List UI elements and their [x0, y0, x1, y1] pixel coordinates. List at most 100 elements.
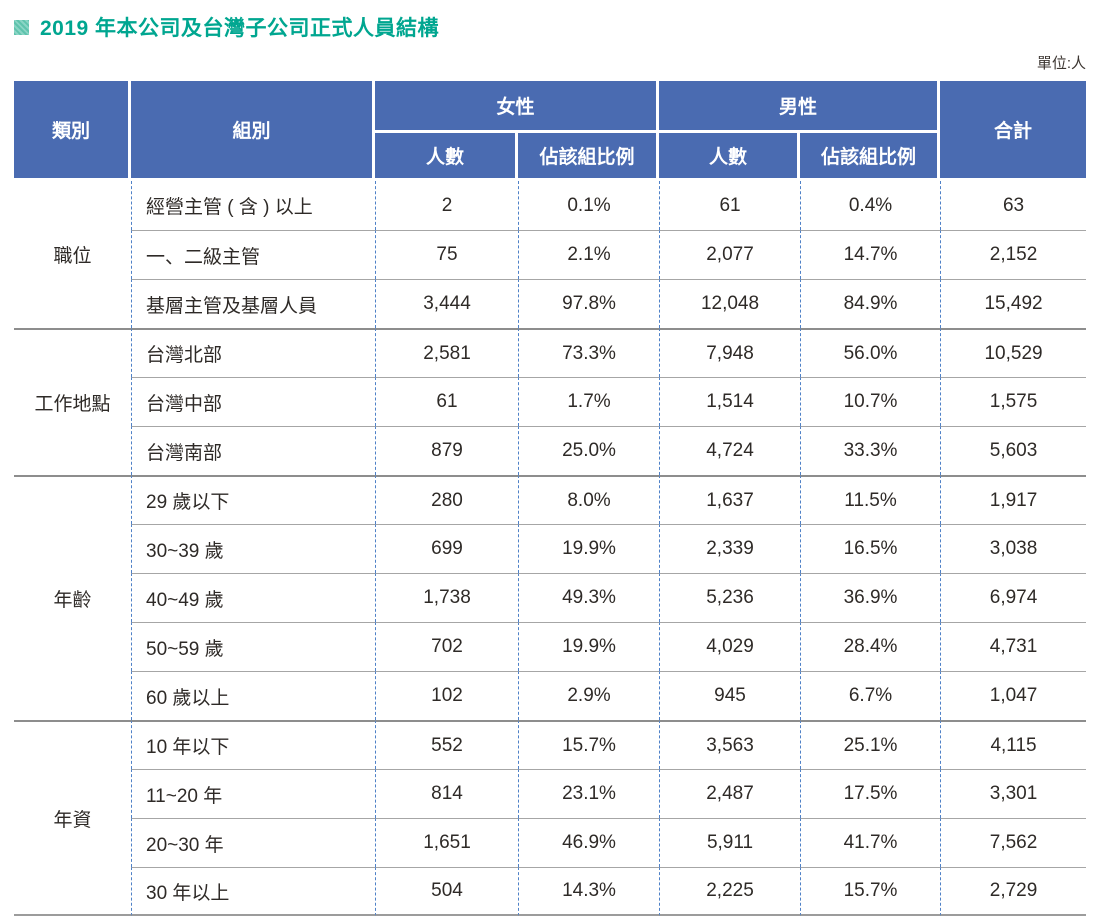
male-count-cell: 3,563	[659, 720, 801, 769]
male-count-cell: 1,637	[659, 475, 801, 524]
female-ratio-cell: 1.7%	[518, 377, 660, 426]
total-cell: 3,038	[940, 524, 1087, 573]
table-row: 台灣中部 61 1.7% 1,514 10.7% 1,575	[14, 377, 1087, 426]
category-cell: 年資	[14, 720, 131, 916]
total-cell: 63	[940, 181, 1087, 230]
male-ratio-cell: 14.7%	[800, 230, 941, 279]
male-count-cell: 4,029	[659, 622, 801, 671]
header-female-count: 人數	[375, 133, 518, 181]
male-count-cell: 5,236	[659, 573, 801, 622]
male-count-cell: 61	[659, 181, 801, 230]
row-label: 40~49 歲	[131, 573, 375, 622]
header-total: 合計	[940, 81, 1087, 181]
male-ratio-cell: 25.1%	[800, 720, 941, 769]
row-label: 20~30 年	[131, 818, 375, 867]
row-label: 29 歲以下	[131, 475, 375, 524]
female-ratio-cell: 19.9%	[518, 622, 660, 671]
male-ratio-cell: 10.7%	[800, 377, 941, 426]
female-count-cell: 2	[375, 181, 518, 230]
male-count-cell: 2,339	[659, 524, 801, 573]
total-cell: 1,047	[940, 671, 1087, 720]
male-ratio-cell: 6.7%	[800, 671, 941, 720]
total-cell: 2,152	[940, 230, 1087, 279]
female-ratio-cell: 25.0%	[518, 426, 660, 475]
male-count-cell: 2,487	[659, 769, 801, 818]
female-count-cell: 102	[375, 671, 518, 720]
female-count-cell: 280	[375, 475, 518, 524]
unit-label: 單位:人	[1036, 55, 1086, 72]
female-count-cell: 1,651	[375, 818, 518, 867]
male-count-cell: 4,724	[659, 426, 801, 475]
table-row: 30 年以上 504 14.3% 2,225 15.7% 2,729	[14, 867, 1087, 916]
male-count-cell: 2,225	[659, 867, 801, 916]
male-count-cell: 7,948	[659, 328, 801, 377]
male-ratio-cell: 84.9%	[800, 279, 941, 328]
header-female: 女性	[375, 81, 660, 133]
female-count-cell: 879	[375, 426, 518, 475]
header-group: 組別	[131, 81, 375, 181]
table-row: 30~39 歲 699 19.9% 2,339 16.5% 3,038	[14, 524, 1087, 573]
total-cell: 5,603	[940, 426, 1087, 475]
page-title: 2019 年本公司及台灣子公司正式人員結構	[40, 17, 440, 40]
row-label: 經營主管 ( 含 ) 以上	[131, 181, 375, 230]
header-male-count: 人數	[659, 133, 801, 181]
male-ratio-cell: 56.0%	[800, 328, 941, 377]
row-label: 台灣南部	[131, 426, 375, 475]
male-ratio-cell: 0.4%	[800, 181, 941, 230]
male-ratio-cell: 11.5%	[800, 475, 941, 524]
table-row: 一、二級主管 75 2.1% 2,077 14.7% 2,152	[14, 230, 1087, 279]
male-ratio-cell: 17.5%	[800, 769, 941, 818]
row-label: 50~59 歲	[131, 622, 375, 671]
row-label: 一、二級主管	[131, 230, 375, 279]
female-ratio-cell: 0.1%	[518, 181, 660, 230]
header-female-ratio: 佔該組比例	[518, 133, 660, 181]
category-cell: 年齡	[14, 475, 131, 720]
female-count-cell: 504	[375, 867, 518, 916]
header-male-ratio: 佔該組比例	[800, 133, 941, 181]
female-count-cell: 1,738	[375, 573, 518, 622]
male-count-cell: 12,048	[659, 279, 801, 328]
female-count-cell: 3,444	[375, 279, 518, 328]
table-row: 台灣南部 879 25.0% 4,724 33.3% 5,603	[14, 426, 1087, 475]
total-cell: 15,492	[940, 279, 1087, 328]
total-cell: 7,562	[940, 818, 1087, 867]
female-count-cell: 61	[375, 377, 518, 426]
table-body: 職位 經營主管 ( 含 ) 以上 2 0.1% 61 0.4% 63 一、二級主管 75 2.1%…	[14, 181, 1087, 916]
female-ratio-cell: 2.1%	[518, 230, 660, 279]
female-ratio-cell: 2.9%	[518, 671, 660, 720]
table-row: 年齡 29 歲以下 280 8.0% 1,637 11.5% 1,917	[14, 475, 1087, 720]
total-cell: 6,974	[940, 573, 1087, 622]
table-row: 基層主管及基層人員 3,444 97.8% 12,048 84.9% 15,492	[14, 279, 1087, 328]
male-ratio-cell: 15.7%	[800, 867, 941, 916]
table-row: 50~59 歲 702 19.9% 4,029 28.4% 4,731	[14, 622, 1087, 671]
male-ratio-cell: 28.4%	[800, 622, 941, 671]
table-header: 類別 組別 女性 男性 合計 人數 佔該組比例 人數 佔該組比例	[14, 81, 1087, 181]
row-label: 台灣中部	[131, 377, 375, 426]
female-ratio-cell: 8.0%	[518, 475, 660, 524]
female-count-cell: 2,581	[375, 328, 518, 377]
male-count-cell: 5,911	[659, 818, 801, 867]
header-category: 類別	[14, 81, 131, 181]
row-label: 30 年以上	[131, 867, 375, 916]
total-cell: 3,301	[940, 769, 1087, 818]
male-count-cell: 945	[659, 671, 801, 720]
total-cell: 1,917	[940, 475, 1087, 524]
female-count-cell: 552	[375, 720, 518, 769]
female-ratio-cell: 73.3%	[518, 328, 660, 377]
male-count-cell: 1,514	[659, 377, 801, 426]
female-ratio-cell: 23.1%	[518, 769, 660, 818]
total-cell: 4,115	[940, 720, 1087, 769]
female-count-cell: 75	[375, 230, 518, 279]
table-row: 60 歲以上 102 2.9% 945 6.7% 1,047	[14, 671, 1087, 720]
table-row: 11~20 年 814 23.1% 2,487 17.5% 3,301	[14, 769, 1087, 818]
male-ratio-cell: 16.5%	[800, 524, 941, 573]
row-label: 30~39 歲	[131, 524, 375, 573]
female-ratio-cell: 14.3%	[518, 867, 660, 916]
total-cell: 1,575	[940, 377, 1087, 426]
table-row: 40~49 歲 1,738 49.3% 5,236 36.9% 6,974	[14, 573, 1087, 622]
category-cell: 工作地點	[14, 328, 131, 475]
total-cell: 2,729	[940, 867, 1087, 916]
row-label: 60 歲以上	[131, 671, 375, 720]
female-ratio-cell: 97.8%	[518, 279, 660, 328]
